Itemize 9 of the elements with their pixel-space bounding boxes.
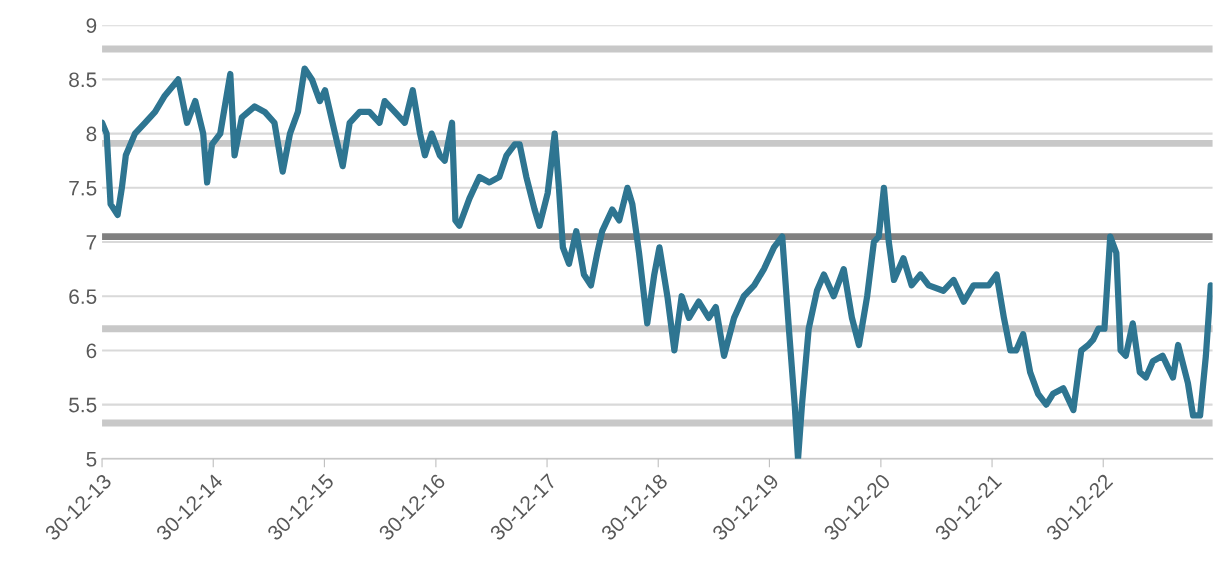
y-tick-label: 6.5 — [69, 289, 97, 304]
y-tick-label: 7.5 — [69, 181, 97, 196]
y-tick-label: 8 — [86, 126, 97, 142]
y-tick-label: 7 — [86, 235, 97, 250]
y-tick-label: 6 — [86, 343, 97, 359]
y-tick-label: 5 — [86, 452, 97, 467]
y-tick-label: 5.5 — [69, 397, 97, 413]
y-tick-label: 9 — [86, 18, 97, 33]
y-tick-label: 8.5 — [69, 72, 97, 88]
